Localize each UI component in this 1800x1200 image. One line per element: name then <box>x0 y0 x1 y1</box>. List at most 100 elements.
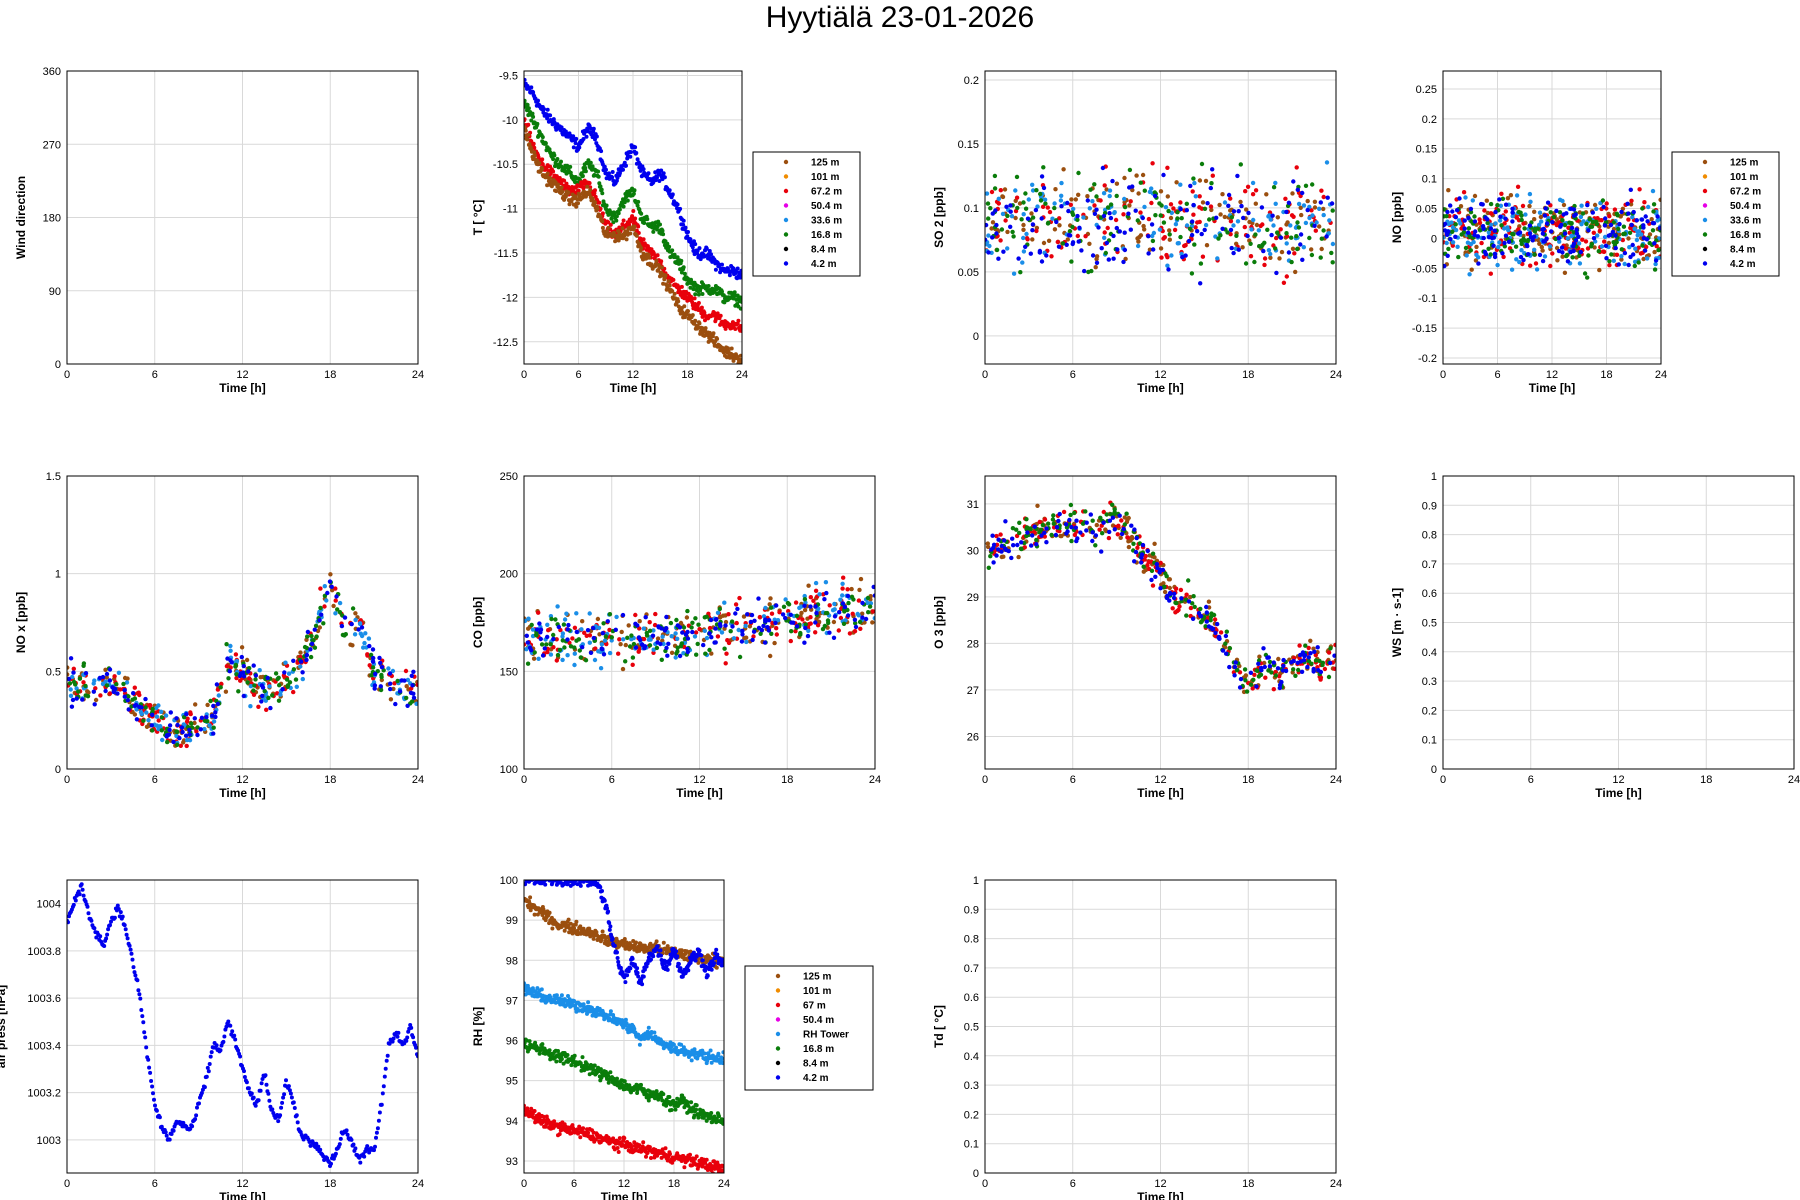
data-point <box>1462 218 1467 223</box>
legend-box <box>1671 151 1780 277</box>
data-point <box>1168 202 1174 207</box>
data-point <box>635 157 640 162</box>
data-point <box>1134 535 1139 541</box>
data-point <box>1115 532 1121 537</box>
data-point <box>1653 258 1659 263</box>
data-point <box>727 273 732 278</box>
data-point <box>70 697 76 703</box>
data-point <box>1496 244 1501 250</box>
data-point <box>1122 247 1128 253</box>
y-tick-label: 0.2 <box>1422 114 1437 126</box>
data-point <box>1630 242 1635 248</box>
data-point <box>838 615 844 621</box>
data-point <box>1190 189 1195 194</box>
data-point <box>1632 259 1638 264</box>
data-point <box>1333 642 1336 648</box>
data-point <box>1119 531 1125 537</box>
data-point <box>588 160 593 165</box>
data-point <box>1619 247 1625 252</box>
data-point <box>865 595 871 601</box>
data-point <box>312 645 318 650</box>
data-point <box>1231 250 1236 256</box>
data-point <box>205 702 210 708</box>
data-point <box>1293 269 1298 275</box>
data-point <box>803 622 808 627</box>
plot-frame <box>66 70 419 365</box>
data-point <box>1162 235 1168 240</box>
data-point <box>168 710 173 715</box>
data-point <box>726 612 731 617</box>
data-point <box>989 226 994 231</box>
data-point <box>257 668 262 673</box>
data-point <box>1076 170 1081 176</box>
data-point <box>729 346 734 351</box>
data-point <box>1450 225 1456 230</box>
x-tick-label: 0 <box>982 774 988 786</box>
data-point <box>1253 201 1259 206</box>
data-point <box>1102 207 1108 213</box>
data-point <box>706 339 711 344</box>
data-point <box>817 592 822 597</box>
data-point <box>1034 228 1039 234</box>
data-point <box>581 137 586 141</box>
data-point <box>659 168 664 173</box>
data-point <box>1030 228 1035 233</box>
data-point <box>1039 216 1044 221</box>
data-point <box>808 604 813 609</box>
data-point <box>1093 543 1098 548</box>
data-point <box>1135 243 1141 249</box>
data-point <box>1244 207 1249 212</box>
data-point <box>1594 206 1599 211</box>
data-point <box>1300 257 1305 262</box>
data-point <box>1324 160 1330 165</box>
data-point <box>1453 227 1459 233</box>
data-point <box>1080 521 1086 526</box>
data-point <box>1127 167 1133 173</box>
data-point <box>529 648 534 653</box>
data-point <box>81 680 86 685</box>
data-point <box>1136 191 1141 196</box>
series-16-8-m <box>985 161 1335 276</box>
data-point <box>1586 253 1591 258</box>
data-point <box>1114 225 1120 231</box>
data-point <box>1627 245 1632 250</box>
data-point <box>994 222 999 228</box>
data-point <box>1443 263 1447 269</box>
plot-frame <box>1442 70 1662 365</box>
data-point <box>1202 227 1207 233</box>
data-point <box>1463 195 1468 200</box>
data-point <box>107 691 113 696</box>
data-point <box>642 221 647 225</box>
data-point <box>1243 678 1248 683</box>
data-point <box>1218 630 1224 635</box>
data-point <box>67 681 73 686</box>
data-point <box>998 188 1003 193</box>
data-point <box>174 716 179 721</box>
data-point <box>1249 227 1254 232</box>
data-point <box>1090 253 1096 258</box>
data-point <box>274 691 280 696</box>
data-point <box>998 238 1003 243</box>
data-point <box>538 636 543 642</box>
data-point <box>556 182 560 187</box>
legend-entry: 16.8 m <box>1730 230 1761 241</box>
data-point <box>1255 668 1260 674</box>
data-point <box>1544 236 1549 241</box>
data-point <box>1044 253 1049 258</box>
data-point <box>1298 232 1304 237</box>
data-point <box>70 674 75 680</box>
data-point <box>1024 231 1029 237</box>
data-point <box>691 287 696 292</box>
data-point <box>1310 213 1315 218</box>
data-point <box>802 607 808 613</box>
data-point <box>673 631 678 636</box>
data-point <box>1184 223 1190 228</box>
data-point <box>1530 238 1535 243</box>
data-point <box>841 621 847 626</box>
data-point <box>1290 191 1295 196</box>
data-point <box>1541 239 1546 244</box>
data-point <box>643 615 648 620</box>
data-point <box>1291 658 1296 664</box>
data-point <box>599 149 604 154</box>
